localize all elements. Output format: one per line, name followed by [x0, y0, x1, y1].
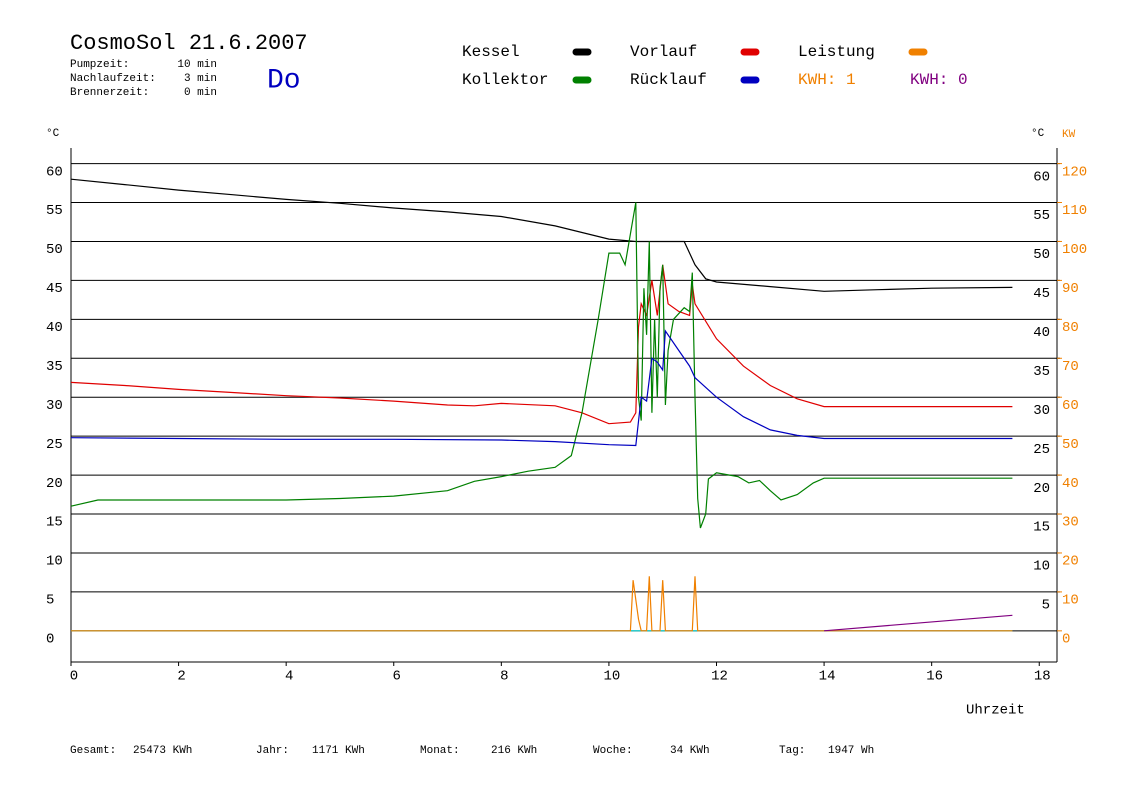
y-tick-label: 20 [46, 476, 63, 492]
series-line [71, 576, 1013, 632]
x-tick-label: 6 [393, 669, 401, 685]
y2-tick-label: 110 [1062, 203, 1087, 219]
y2-tick-label: 70 [1062, 359, 1079, 375]
chart-title: CosmoSol 21.6.2007 [70, 31, 308, 56]
y-tick-label-right: 30 [1033, 403, 1050, 419]
y-tick-label-right: 5 [1042, 598, 1050, 614]
total-value: 1171 KWh [312, 745, 365, 757]
legend-label: Kessel [462, 43, 520, 61]
y-tick-label: 5 [46, 593, 54, 609]
y-tick-label-right: 35 [1033, 364, 1050, 380]
total-value: 1947 Wh [828, 745, 874, 757]
y-tick-label-right: 10 [1033, 559, 1050, 575]
y-tick-label: 60 [46, 164, 63, 180]
total-value: 216 KWh [491, 745, 537, 757]
y-tick-label: 40 [46, 320, 63, 336]
y2-axis-unit: KW [1062, 129, 1076, 141]
y-axis-unit-right: °C [1031, 128, 1045, 140]
series-line [70, 264, 1013, 425]
x-tick-label: 14 [819, 669, 836, 685]
x-tick-label: 18 [1034, 669, 1051, 685]
legend-label: Rücklauf [630, 71, 707, 89]
y-tick-label-right: 15 [1033, 520, 1050, 536]
y-tick-label: 35 [46, 359, 63, 375]
x-tick-label: 12 [711, 669, 728, 685]
y-tick-label: 45 [46, 281, 63, 297]
total-value: 34 KWh [670, 745, 710, 757]
series-line [70, 329, 1013, 447]
x-tick-label: 8 [500, 669, 508, 685]
y-tick-label-right: 55 [1033, 208, 1050, 224]
kwh-label: KWH: 1 [798, 71, 856, 89]
total-label: Gesamt: [70, 745, 116, 757]
info-label: Nachlaufzeit: [70, 73, 156, 85]
series-line [70, 202, 1013, 529]
x-tick-label: 0 [70, 669, 78, 685]
y2-tick-label: 20 [1062, 554, 1079, 570]
y-axis-unit: °C [46, 128, 60, 140]
legend-label: Leistung [798, 43, 875, 61]
y-tick-label-right: 45 [1033, 286, 1050, 302]
y2-tick-label: 10 [1062, 593, 1079, 609]
y2-tick-label: 90 [1062, 281, 1079, 297]
kwh-label: KWH: 0 [910, 71, 968, 89]
y-tick-label-right: 50 [1033, 247, 1050, 263]
info-label: Brennerzeit: [70, 87, 149, 99]
x-axis-label: Uhrzeit [966, 703, 1025, 719]
y2-tick-label: 40 [1062, 476, 1079, 492]
x-tick-label: 4 [285, 669, 293, 685]
x-tick-label: 16 [926, 669, 943, 685]
legend-label: Kollektor [462, 71, 548, 89]
y2-tick-label: 80 [1062, 320, 1079, 336]
y-tick-label: 0 [46, 632, 54, 648]
total-label: Woche: [593, 745, 633, 757]
info-value: 0 min [184, 87, 217, 99]
info-value: 10 min [177, 59, 217, 71]
series-line [824, 614, 1013, 632]
y-tick-label: 10 [46, 554, 63, 570]
y2-tick-label: 30 [1062, 515, 1079, 531]
total-label: Tag: [779, 745, 805, 757]
x-tick-label: 2 [177, 669, 185, 685]
y-tick-label: 55 [46, 203, 63, 219]
total-value: 25473 KWh [133, 745, 192, 757]
total-label: Monat: [420, 745, 460, 757]
y2-tick-label: 50 [1062, 437, 1079, 453]
y-tick-label: 50 [46, 242, 63, 258]
weekday: Do [267, 65, 301, 96]
series-line [70, 178, 1013, 292]
y-tick-label-right: 40 [1033, 325, 1050, 341]
total-label: Jahr: [256, 745, 289, 757]
y-tick-label: 30 [46, 398, 63, 414]
y-tick-label-right: 20 [1033, 481, 1050, 497]
y-tick-label-right: 25 [1033, 442, 1050, 458]
x-tick-label: 10 [604, 669, 621, 685]
legend-label: Vorlauf [630, 43, 697, 61]
info-label: Pumpzeit: [70, 59, 129, 71]
y-tick-label: 15 [46, 515, 63, 531]
y2-tick-label: 0 [1062, 632, 1070, 648]
y2-tick-label: 120 [1062, 164, 1087, 180]
y-tick-label-right: 60 [1033, 169, 1050, 185]
info-value: 3 min [184, 73, 217, 85]
y-tick-label: 25 [46, 437, 63, 453]
y2-tick-label: 60 [1062, 398, 1079, 414]
y2-tick-label: 100 [1062, 242, 1087, 258]
